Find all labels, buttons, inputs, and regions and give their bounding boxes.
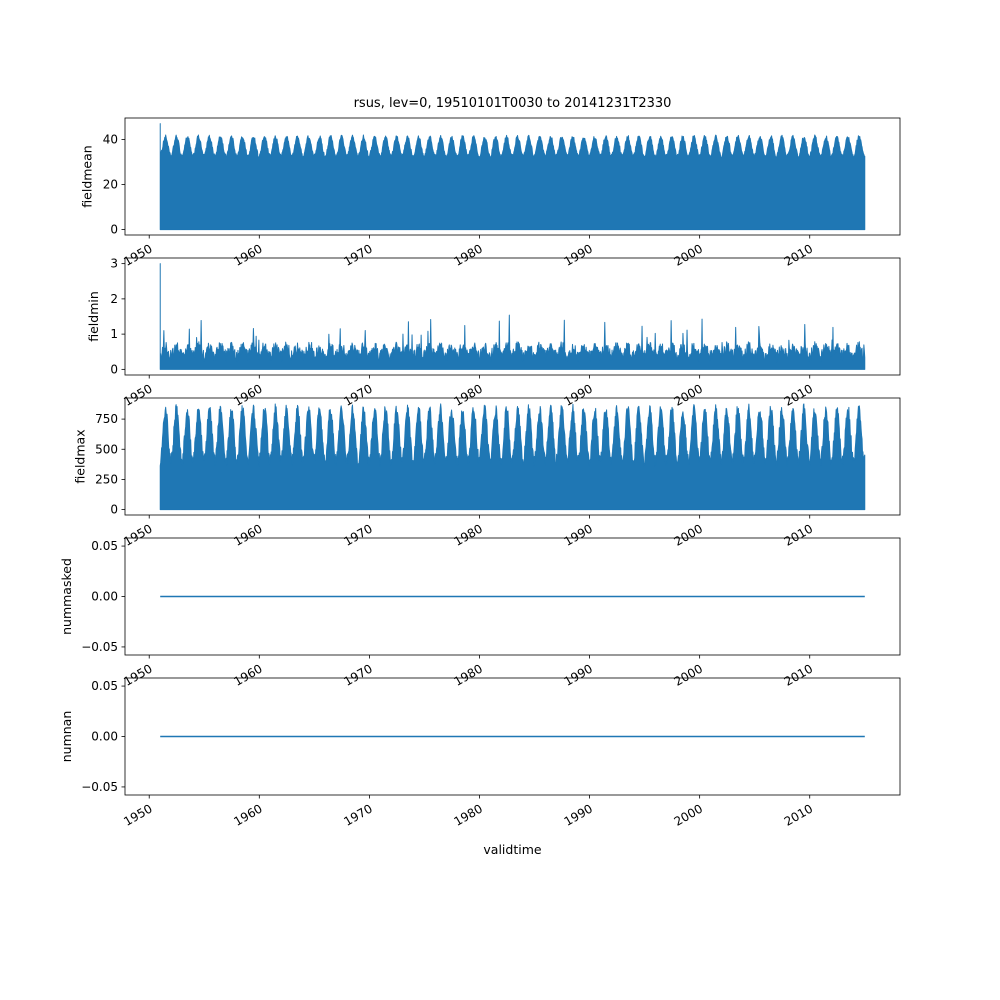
- y-tick-label: 500: [95, 442, 118, 456]
- y-tick-label: 0: [110, 503, 118, 517]
- x-tick-label: 2010: [782, 801, 815, 828]
- x-tick-label: 1950: [121, 241, 154, 268]
- x-tick-label: 1980: [452, 801, 485, 828]
- x-tick-label: 1990: [562, 801, 595, 828]
- axes-frame: [124, 397, 901, 516]
- y-tick-label: 20: [103, 178, 118, 192]
- y-tick-label: 250: [95, 472, 118, 486]
- y-axis-label: fieldmax: [73, 429, 88, 483]
- x-tick-label: 1960: [231, 661, 264, 688]
- series-area: [159, 403, 866, 511]
- x-tick-label: 1970: [341, 801, 374, 828]
- axes-frame: [124, 117, 901, 236]
- subplot-fieldmean: 0 20 40 1950 1960 1970 1980 1990 2000 2010 fieldme…: [79, 117, 901, 269]
- x-tick-label: 1980: [452, 241, 485, 268]
- x-tick-label: 2000: [672, 381, 705, 408]
- x-tick-label: 1970: [341, 661, 374, 688]
- y-tick-label: −0.05: [81, 640, 118, 654]
- x-tick-label: 1950: [121, 381, 154, 408]
- subplot-fieldmin: 0 1 2 3 1950 1960 1970 1980 1990 2000 2010 fieldmin: [86, 257, 901, 409]
- y-axis-label: numnan: [59, 711, 74, 763]
- y-tick-label: 0: [110, 362, 118, 376]
- x-tick-label: 2010: [782, 241, 815, 268]
- y-tick-label: 0.00: [91, 730, 118, 744]
- x-tick-label: 2000: [672, 521, 705, 548]
- axes-frame: [124, 257, 901, 376]
- y-tick-label: 0.05: [91, 539, 118, 553]
- x-tick-label: 1960: [231, 381, 264, 408]
- x-tick-label: 1980: [452, 381, 485, 408]
- y-axis-label: fieldmean: [79, 145, 94, 207]
- x-tick-label: 1950: [121, 521, 154, 548]
- y-tick-label: 3: [110, 257, 118, 271]
- x-tick-label: 1990: [562, 661, 595, 688]
- x-tick-label: 1960: [231, 521, 264, 548]
- x-tick-label: 1970: [341, 241, 374, 268]
- x-tick-label: 1950: [121, 801, 154, 828]
- x-tick-label: 1970: [341, 521, 374, 548]
- y-tick-label: 0.05: [91, 679, 118, 693]
- x-tick-label: 2000: [672, 801, 705, 828]
- y-axis-label: fieldmin: [86, 291, 101, 342]
- y-tick-label: 2: [110, 292, 118, 306]
- y-tick-label: 40: [103, 132, 118, 146]
- y-axis-label: nummasked: [59, 558, 74, 635]
- x-tick-label: 1970: [341, 381, 374, 408]
- y-tick-label: 750: [95, 412, 118, 426]
- subplot-nummasked: −0.05 0.00 0.05 1950 1960 1970 1980 1990 2000 201…: [59, 537, 901, 689]
- x-axis-title: validtime: [483, 842, 542, 857]
- x-tick-label: 1980: [452, 521, 485, 548]
- x-tick-label: 1990: [562, 381, 595, 408]
- x-tick-label: 1990: [562, 521, 595, 548]
- y-tick-label: 0: [110, 223, 118, 237]
- x-tick-label: 2010: [782, 521, 815, 548]
- x-tick-label: 1960: [231, 801, 264, 828]
- series-area: [159, 123, 866, 231]
- y-tick-label: −0.05: [81, 780, 118, 794]
- subplot-fieldmax: 0 250 500 750 1950 1960 1970 1980 1990 2000 2010 fi…: [73, 397, 901, 549]
- y-tick-label: 0.00: [91, 590, 118, 604]
- x-tick-label: 2000: [672, 661, 705, 688]
- x-tick-label: 2010: [782, 661, 815, 688]
- subplot-numnan: −0.05 0.00 0.05 1950 1960 1970 1980 1990 2000 201…: [59, 677, 901, 829]
- x-tick-label: 1950: [121, 661, 154, 688]
- x-tick-label: 2010: [782, 381, 815, 408]
- figure-title: rsus, lev=0, 19510101T0030 to 20141231T2…: [353, 96, 672, 111]
- x-tick-label: 1990: [562, 241, 595, 268]
- y-tick-label: 1: [110, 327, 118, 341]
- series-area: [159, 263, 866, 370]
- x-tick-label: 1980: [452, 661, 485, 688]
- x-tick-label: 1960: [231, 241, 264, 268]
- x-tick-label: 2000: [672, 241, 705, 268]
